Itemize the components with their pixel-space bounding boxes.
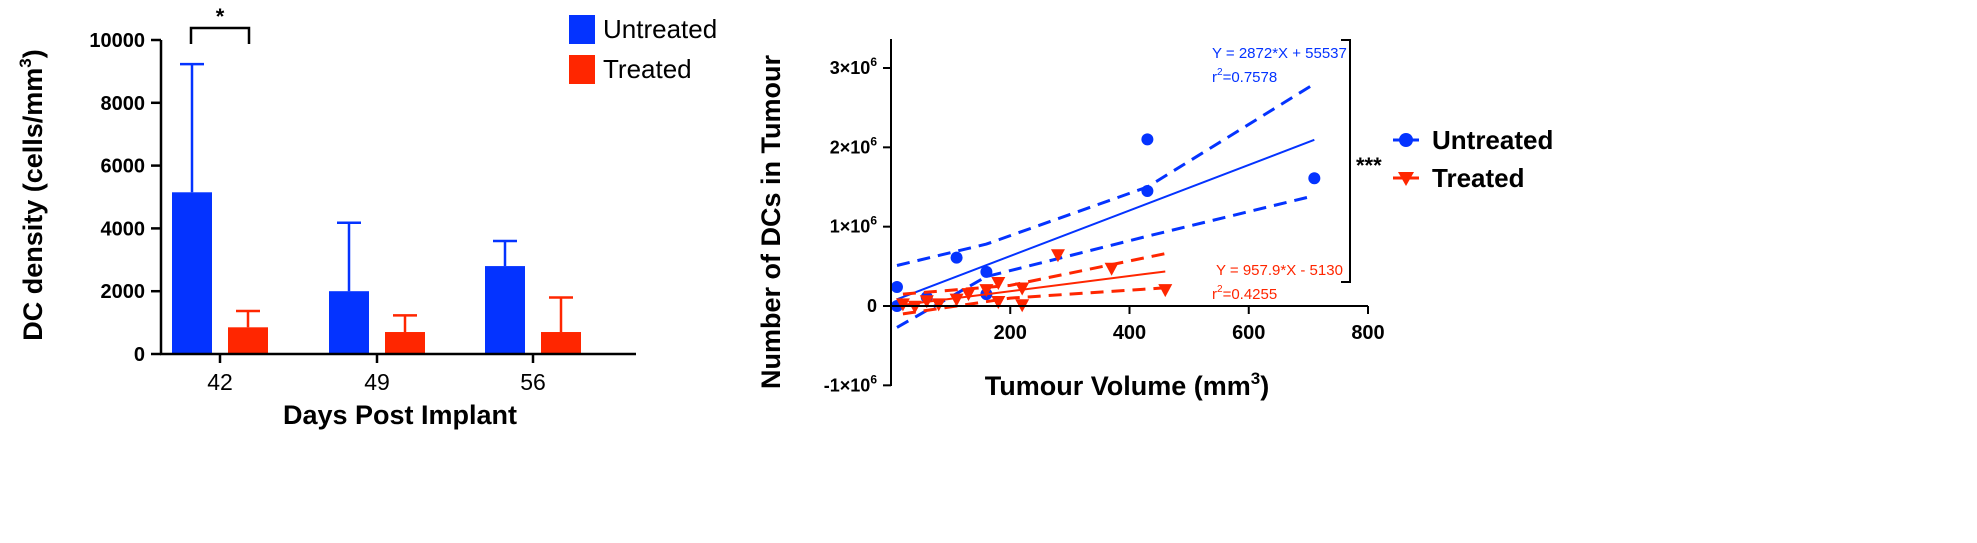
bar	[228, 327, 268, 354]
bar-y-tick-label: 0	[134, 344, 145, 366]
bar-x-tick-label: 56	[520, 369, 546, 395]
bar-y-tick-label: 4000	[101, 218, 146, 240]
data-point	[991, 276, 1006, 290]
data-point	[1015, 282, 1030, 296]
scatter-x-tick-labels: 200 400 600 800	[994, 306, 1385, 344]
confidence-band-lower	[902, 286, 1166, 316]
scatter-significance: ***	[1341, 39, 1382, 283]
data-point	[931, 298, 946, 312]
tick-base: 1×10	[830, 217, 871, 237]
bar	[172, 192, 212, 354]
scatter-y-tick-label: 3×106	[830, 55, 878, 78]
scatter-chart: Number of DCs in Tumour -1×10601×1062×10…	[756, 39, 1553, 401]
data-point	[961, 288, 976, 302]
data-point	[949, 293, 964, 307]
data-point	[1050, 249, 1065, 263]
data-point	[1104, 262, 1119, 276]
scatter-x-tick-label: 200	[994, 322, 1027, 344]
data-point	[907, 300, 922, 314]
data-point	[890, 280, 903, 293]
data-point	[991, 296, 1006, 310]
regression-line	[902, 270, 1166, 306]
data-point	[1141, 133, 1154, 146]
bar	[385, 332, 425, 354]
legend-marker	[1398, 172, 1414, 186]
tick-base: 3×10	[830, 58, 871, 78]
untreated-r2: r2=0.7578	[1212, 67, 1277, 86]
data-point	[980, 265, 993, 278]
tick-exponent: 6	[870, 372, 877, 386]
tick-exponent: 6	[870, 214, 877, 228]
legend-label: Treated	[603, 54, 692, 84]
legend-label: Untreated	[603, 14, 717, 44]
bar-significance: *	[189, 4, 251, 44]
bar-legend: Untreated Treated	[569, 14, 717, 84]
legend-swatch	[569, 55, 595, 84]
tick-exponent: 6	[870, 134, 877, 148]
legend-marker	[1399, 133, 1413, 147]
bar-chart: DC density (cells/mm3) 0 2000 4000 6000 8000…	[16, 4, 717, 430]
untreated-equation: Y = 2872*X + 55537	[1212, 45, 1347, 62]
bar	[485, 266, 525, 354]
data-point	[895, 298, 910, 312]
treated-r2: r2=0.4255	[1212, 284, 1277, 303]
legend-label: Treated	[1432, 163, 1525, 193]
scatter-y-tick-label: 0	[867, 296, 877, 316]
bar	[541, 332, 581, 354]
bar-y-axis-label: DC density (cells/mm3)	[16, 49, 48, 341]
regression-line	[896, 138, 1315, 301]
data-point	[950, 251, 963, 264]
untreated-fit-annotation: Y = 2872*X + 55537 r2=0.7578	[1212, 45, 1347, 86]
bar-y-tick-label: 2000	[101, 281, 146, 303]
bar-x-tick-label: 42	[207, 369, 233, 395]
data-point	[979, 284, 994, 298]
treated-equation: Y = 957.9*X - 5130	[1216, 262, 1343, 279]
scatter-x-tick-label: 600	[1232, 322, 1265, 344]
bar-y-tick-label: 6000	[101, 156, 146, 178]
tick-base: -1×10	[824, 375, 871, 395]
scatter-y-tick-label: 1×106	[830, 214, 878, 237]
bar-y-tick-labels: 0 2000 4000 6000 8000 10000	[89, 30, 161, 366]
bar	[329, 291, 369, 354]
data-point	[1158, 284, 1173, 298]
bar-x-tick-label: 49	[364, 369, 390, 395]
scatter-x-axis-label: Tumour Volume (mm3)	[985, 369, 1269, 401]
bar-plot-area	[172, 62, 581, 354]
tick-base: 0	[867, 296, 877, 316]
legend-label: Untreated	[1432, 125, 1553, 155]
scatter-significance-bracket	[1341, 39, 1351, 283]
scatter-y-axis-label: Number of DCs in Tumour	[756, 55, 786, 389]
bar-y-tick-label: 8000	[101, 93, 146, 115]
bar-x-tick-labels: 42 49 56	[207, 354, 546, 395]
confidence-band-upper	[896, 82, 1316, 267]
scatter-plot-area	[890, 82, 1321, 329]
scatter-x-tick-label: 800	[1351, 322, 1384, 344]
scatter-x-tick-label: 400	[1113, 322, 1146, 344]
data-point	[1308, 172, 1321, 185]
treated-fit-annotation: Y = 957.9*X - 5130 r2=0.4255	[1212, 262, 1343, 303]
scatter-significance-stars: ***	[1356, 153, 1382, 178]
bar-x-axis-label: Days Post Implant	[283, 400, 517, 430]
tick-base: 2×10	[830, 137, 871, 157]
data-point	[919, 295, 934, 309]
scatter-y-tick-label: -1×106	[824, 372, 878, 395]
significance-bracket	[189, 26, 251, 44]
scatter-legend: Untreated Treated	[1393, 125, 1553, 193]
significance-star: *	[216, 4, 225, 29]
data-point	[1141, 184, 1154, 197]
legend-swatch	[569, 15, 595, 44]
tick-exponent: 6	[870, 55, 877, 69]
bar-y-tick-label: 10000	[89, 30, 145, 52]
scatter-y-tick-label: 2×106	[830, 134, 878, 157]
